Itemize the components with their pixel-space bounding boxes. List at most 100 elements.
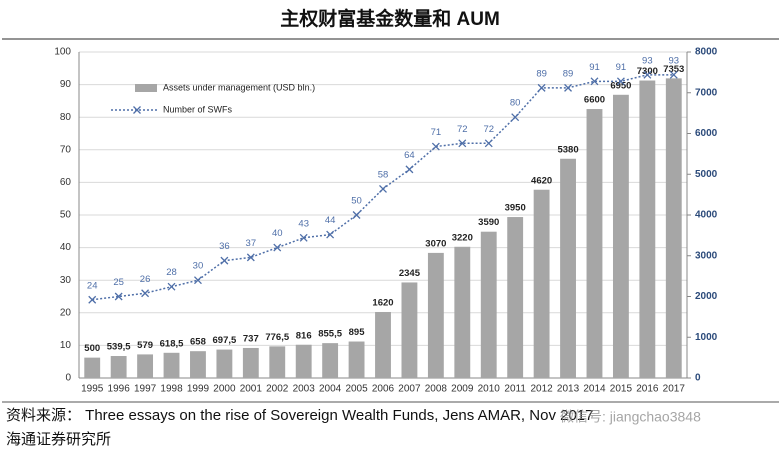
bar-value-label: 4620	[531, 175, 552, 186]
x-tick-label: 2004	[319, 384, 342, 395]
line-value-label: 28	[166, 267, 177, 278]
line-value-label: 89	[536, 68, 547, 79]
bar	[137, 354, 154, 378]
line-marker	[273, 243, 282, 252]
x-tick-label: 1998	[160, 384, 183, 395]
line-value-label: 80	[510, 98, 521, 109]
line-value-label: 36	[219, 241, 230, 252]
x-tick-label: 1995	[81, 384, 104, 395]
line-value-label: 91	[616, 62, 627, 73]
line-value-label: 44	[325, 215, 336, 226]
bar-value-label: 7353	[663, 64, 684, 75]
line-value-label: 26	[140, 274, 151, 285]
line-marker	[616, 77, 625, 86]
bar-value-label: 2345	[399, 268, 421, 279]
line-value-label: 89	[563, 68, 574, 79]
bar	[560, 158, 576, 378]
y-tick-label: 60	[60, 177, 72, 188]
x-tick-label: 1999	[187, 384, 210, 395]
x-tick-label: 1997	[134, 384, 157, 395]
line-marker	[643, 70, 652, 79]
line-marker	[141, 289, 150, 298]
line-marker	[511, 113, 520, 122]
line-value-label: 43	[298, 218, 309, 229]
bar	[665, 78, 682, 379]
line-marker	[405, 165, 414, 174]
bar	[612, 94, 629, 378]
legend-swatch	[135, 84, 157, 92]
y-tick-label: 30	[60, 275, 72, 286]
bar	[375, 311, 391, 378]
line-marker	[88, 295, 97, 304]
bar	[216, 349, 233, 378]
x-tick-label: 2002	[266, 384, 289, 395]
x-tick-label: 2012	[530, 384, 553, 395]
line-marker	[431, 142, 440, 151]
y-tick-label: 50	[60, 210, 72, 221]
line-value-label: 25	[113, 277, 124, 288]
x-tick-label: 2011	[504, 384, 526, 395]
x-tick-label: 2016	[636, 384, 659, 395]
line-value-label: 37	[246, 238, 257, 249]
line-marker	[114, 292, 123, 301]
line-value-label: 72	[483, 124, 494, 135]
bar	[84, 357, 101, 378]
bar	[639, 80, 656, 379]
y-tick-label: 90	[60, 79, 72, 90]
line-value-label: 93	[642, 55, 653, 66]
y-tick-label: 80	[60, 112, 72, 123]
line-marker	[299, 233, 308, 242]
line-value-label: 64	[404, 150, 415, 161]
y2-tick-label: 5000	[695, 169, 718, 180]
line-marker	[379, 184, 387, 193]
bar-value-label: 1620	[372, 298, 393, 309]
y2-tick-label: 4000	[695, 210, 718, 221]
line-value-label: 93	[668, 55, 679, 66]
line-marker	[220, 256, 229, 265]
x-tick-label: 2014	[583, 384, 606, 395]
line-value-label: 58	[378, 169, 389, 180]
line-value-label: 40	[272, 228, 283, 239]
bar-value-label: 737	[243, 333, 259, 344]
line-marker	[484, 139, 493, 148]
x-tick-label: 2000	[213, 384, 236, 395]
x-tick-label: 1996	[108, 384, 131, 395]
y-tick-label: 10	[60, 340, 72, 351]
bar-value-label: 895	[349, 327, 366, 338]
x-tick-label: 2005	[345, 384, 368, 395]
line-marker	[590, 77, 599, 86]
x-tick-label: 2010	[478, 384, 501, 395]
y2-tick-label: 1000	[695, 332, 718, 343]
x-tick-label: 2006	[372, 384, 395, 395]
bar	[295, 344, 312, 378]
bar-value-label: 579	[137, 340, 153, 351]
bar-value-label: 6600	[584, 95, 605, 106]
x-tick-label: 2001	[240, 384, 263, 395]
bar-value-label: 3220	[452, 232, 473, 243]
y2-tick-label: 2000	[695, 291, 718, 302]
bar	[242, 347, 259, 378]
line-marker	[458, 139, 467, 148]
bar-value-label: 697,5	[213, 335, 237, 346]
x-tick-label: 2008	[425, 384, 448, 395]
line-marker	[246, 253, 255, 262]
line-marker	[167, 282, 176, 291]
line-marker	[564, 83, 573, 92]
bar	[507, 217, 524, 378]
y2-tick-label: 0	[695, 373, 701, 384]
bar	[269, 346, 286, 378]
bar-value-label: 500	[84, 343, 100, 354]
bar	[401, 282, 418, 378]
y-tick-label: 0	[65, 373, 71, 384]
bar	[480, 231, 497, 378]
bar-value-label: 3590	[478, 217, 499, 228]
bar	[163, 352, 180, 378]
bar-value-label: 658	[190, 337, 206, 348]
y-tick-label: 20	[60, 307, 72, 318]
bar	[190, 351, 206, 378]
bar	[427, 252, 444, 378]
watermark: 微信号: jiangchao3848	[560, 409, 701, 425]
source-note: 资料来源： Three essays on the rise of Sovere…	[6, 407, 593, 424]
y2-tick-label: 6000	[695, 128, 718, 139]
